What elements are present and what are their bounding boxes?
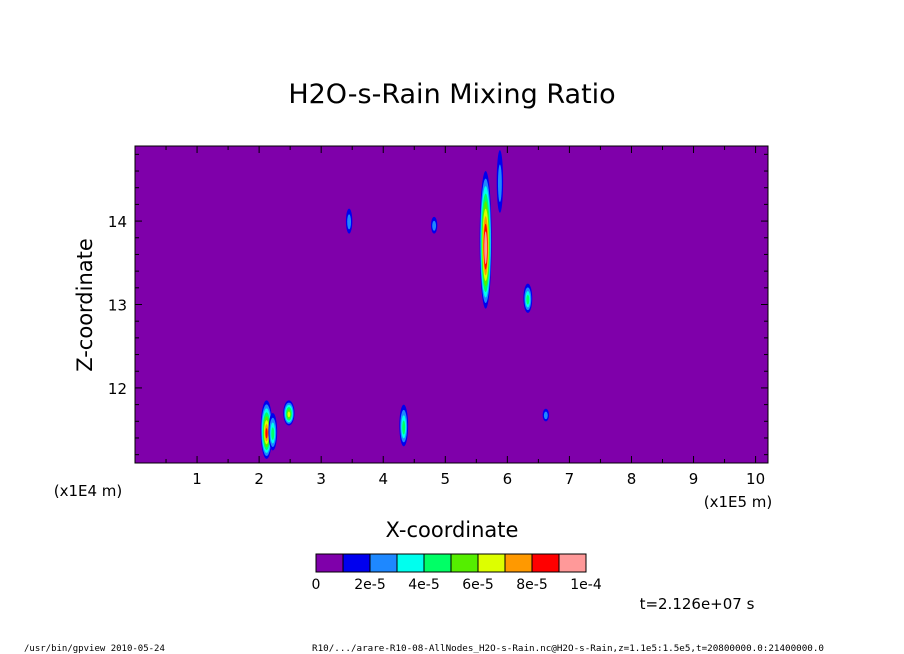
x-tick-label: 3 bbox=[316, 470, 326, 488]
colorbar-label: 0 bbox=[312, 577, 321, 593]
colorbar-swatch bbox=[504, 553, 533, 573]
colorbar-label: 1e-4 bbox=[570, 577, 602, 593]
y-axis-ticks: 12 13 14 bbox=[108, 153, 768, 456]
x-scale-label: (x1E5 m) bbox=[704, 493, 773, 511]
y-tick-label: 12 bbox=[108, 380, 127, 398]
x-tick-label: 5 bbox=[441, 470, 451, 488]
colorbar-swatch bbox=[450, 553, 479, 573]
colorbar-swatch bbox=[396, 553, 425, 573]
rain-feature-contour bbox=[287, 411, 291, 418]
colorbar-swatch bbox=[369, 553, 398, 573]
y-tick-label: 14 bbox=[108, 213, 127, 231]
x-tick-label: 7 bbox=[565, 470, 575, 488]
rain-feature-contour bbox=[271, 427, 275, 440]
chart-title: H2O-s-Rain Mixing Ratio bbox=[288, 79, 615, 110]
x-tick-label: 8 bbox=[627, 470, 637, 488]
x-tick-label: 2 bbox=[254, 470, 264, 488]
x-tick-label: 1 bbox=[192, 470, 202, 488]
rain-feature-contour bbox=[484, 238, 487, 259]
colorbar-swatch bbox=[342, 553, 371, 573]
colorbar-swatch bbox=[558, 553, 587, 573]
rain-feature-contour bbox=[402, 420, 406, 435]
colorbar bbox=[315, 553, 587, 573]
time-label: t=2.126e+07 s bbox=[640, 595, 755, 613]
colorbar-swatch bbox=[477, 553, 506, 573]
rain-feature-contour bbox=[265, 428, 268, 439]
colorbar-label: 8e-5 bbox=[516, 577, 547, 593]
plot-background bbox=[135, 146, 768, 463]
x-tick-label: 10 bbox=[746, 470, 765, 488]
rain-features bbox=[260, 150, 550, 459]
x-tick-label: 9 bbox=[689, 470, 699, 488]
y-axis-label: Z-coordinate bbox=[73, 238, 97, 372]
colorbar-label: 6e-5 bbox=[462, 577, 493, 593]
colorbar-labels: 0 2e-5 4e-5 6e-5 8e-5 1e-4 bbox=[312, 577, 602, 593]
rain-feature-contour bbox=[526, 294, 530, 305]
y-scale-label: (x1E4 m) bbox=[54, 482, 123, 500]
x-axis-ticks: 1 2 3 4 5 6 7 8 9 10 bbox=[165, 146, 765, 488]
x-axis-label: X-coordinate bbox=[386, 518, 519, 542]
colorbar-swatch bbox=[423, 553, 452, 573]
rain-feature-contour bbox=[347, 214, 352, 230]
colorbar-swatch bbox=[315, 553, 344, 573]
colorbar-label: 2e-5 bbox=[354, 577, 385, 593]
colorbar-label: 4e-5 bbox=[408, 577, 439, 593]
footer-left: /usr/bin/gpview 2010-05-24 bbox=[24, 644, 165, 654]
rain-feature-contour bbox=[497, 164, 502, 203]
colorbar-swatch bbox=[531, 553, 560, 573]
footer-right: R10/.../arare-R10-08-AllNodes_H2O-s-Rain… bbox=[312, 644, 824, 654]
y-tick-label: 13 bbox=[108, 297, 127, 315]
x-tick-label: 6 bbox=[503, 470, 513, 488]
rain-feature-contour bbox=[543, 411, 548, 420]
rain-feature-contour bbox=[432, 220, 437, 231]
x-tick-label: 4 bbox=[378, 470, 388, 488]
